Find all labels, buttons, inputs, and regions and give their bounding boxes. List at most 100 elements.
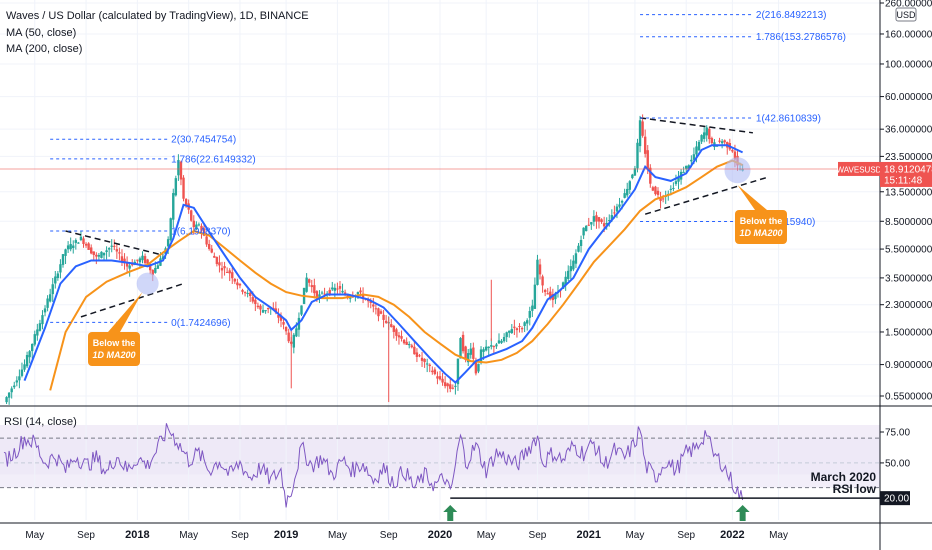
candle-body bbox=[138, 258, 142, 263]
candle-body bbox=[110, 245, 113, 247]
candle-body bbox=[682, 171, 685, 173]
candle-body bbox=[669, 188, 673, 190]
candle-body bbox=[105, 250, 108, 253]
candle-body bbox=[190, 210, 193, 221]
candle-body bbox=[705, 127, 708, 136]
candle-body bbox=[469, 348, 472, 355]
time-tick-label: Sep bbox=[529, 530, 547, 541]
candle-body bbox=[564, 276, 567, 286]
price-tick-label: 1.5000000 bbox=[885, 327, 932, 338]
candle-body bbox=[467, 353, 470, 363]
highlight-circle bbox=[724, 157, 751, 184]
candle-body bbox=[646, 150, 649, 170]
candle-body bbox=[333, 287, 337, 291]
candle-body bbox=[374, 308, 378, 310]
price-tick-label: 60.0000000 bbox=[885, 92, 932, 103]
price-tick-label: 23.5000000 bbox=[885, 152, 932, 163]
candle-body bbox=[636, 142, 639, 169]
time-tick-label: Sep bbox=[77, 530, 95, 541]
candle-body bbox=[482, 349, 485, 352]
fib-level-label: 2(30.7454754) bbox=[171, 135, 236, 146]
candle-body bbox=[615, 206, 619, 212]
candle-body bbox=[64, 249, 67, 256]
candle-body bbox=[528, 311, 531, 318]
candle-body bbox=[672, 187, 675, 189]
callout-below-ma200-2018: Below the 1D MA200 bbox=[88, 292, 143, 366]
candle-body bbox=[438, 376, 442, 380]
candle-body bbox=[179, 161, 183, 180]
candle-body bbox=[7, 392, 11, 398]
candle-body bbox=[546, 293, 549, 295]
rsi-annotation-line1: March 2020 bbox=[811, 470, 877, 484]
callout-box bbox=[88, 332, 140, 366]
ma50-line bbox=[23, 144, 744, 384]
candle-body bbox=[643, 136, 647, 154]
fib-level-label: 1.786(22.6149332) bbox=[171, 154, 256, 165]
candle-body bbox=[328, 289, 331, 294]
candle-body bbox=[372, 304, 375, 307]
candle-body bbox=[413, 346, 416, 355]
candle-body bbox=[613, 212, 616, 214]
candle-body bbox=[236, 282, 239, 286]
candle-body bbox=[95, 254, 98, 257]
candle-body bbox=[184, 198, 188, 205]
candle-body bbox=[241, 289, 244, 292]
candle-body bbox=[246, 292, 249, 294]
candle-body bbox=[484, 346, 488, 351]
candle-body bbox=[361, 293, 365, 299]
candle-body bbox=[18, 376, 21, 381]
candle-body bbox=[392, 325, 396, 332]
candle-body bbox=[36, 329, 39, 336]
candle-body bbox=[223, 266, 226, 269]
candle-body bbox=[574, 253, 578, 264]
candle-body bbox=[631, 174, 634, 179]
candle-body bbox=[543, 289, 547, 293]
candle-body bbox=[282, 322, 285, 325]
candle-body bbox=[207, 244, 211, 249]
candle-body bbox=[536, 259, 539, 285]
rsi-tick-label: 75.00 bbox=[885, 428, 910, 439]
candle-body bbox=[695, 146, 698, 155]
candle-body bbox=[359, 290, 362, 293]
ma50-legend[interactable]: MA (50, close) bbox=[6, 27, 77, 39]
candle-body bbox=[654, 186, 657, 195]
candle-body bbox=[118, 252, 121, 254]
candle-body bbox=[151, 269, 154, 276]
ma200-legend[interactable]: MA (200, close) bbox=[6, 43, 83, 55]
candle-body bbox=[131, 264, 134, 266]
triangle-lower-2018 bbox=[80, 282, 184, 318]
candle-body bbox=[177, 159, 180, 176]
candle-body bbox=[197, 224, 201, 226]
price-tick-label: 5.5000000 bbox=[885, 245, 932, 256]
callout-line1: Below the bbox=[93, 338, 136, 348]
time-tick-label: May bbox=[179, 530, 198, 541]
price-tick-label: 160.0000000 bbox=[885, 29, 932, 40]
candle-body bbox=[15, 380, 19, 383]
price-tick-label: 260.0000000 bbox=[885, 0, 932, 10]
candle-body bbox=[169, 218, 172, 240]
price-tick-label: 2.3000000 bbox=[885, 300, 932, 311]
candle-body bbox=[661, 198, 665, 200]
candle-body bbox=[587, 224, 590, 226]
candle-body bbox=[284, 326, 288, 332]
candle-body bbox=[656, 190, 660, 195]
candle-body bbox=[697, 141, 701, 151]
candle-body bbox=[446, 383, 449, 387]
candle-body bbox=[215, 257, 219, 265]
candle-body bbox=[638, 120, 642, 147]
candle-body bbox=[79, 236, 83, 240]
candle-body bbox=[502, 337, 506, 342]
candle-body bbox=[692, 154, 696, 160]
candle-body bbox=[687, 165, 690, 169]
candle-body bbox=[336, 288, 339, 290]
candle-body bbox=[72, 245, 75, 248]
candle-body bbox=[228, 270, 231, 274]
candle-body bbox=[156, 265, 160, 269]
candle-body bbox=[497, 340, 501, 344]
candle-body bbox=[136, 259, 139, 261]
ticker-badge bbox=[838, 161, 880, 176]
candle-body bbox=[251, 297, 254, 302]
candle-body bbox=[492, 346, 496, 348]
candle-body bbox=[474, 360, 478, 374]
